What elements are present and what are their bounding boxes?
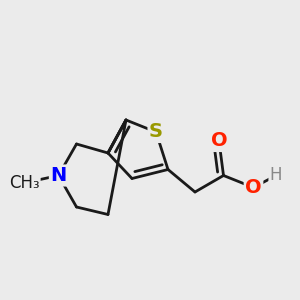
Text: CH₃: CH₃ bbox=[9, 174, 39, 192]
Text: O: O bbox=[211, 131, 227, 151]
Text: H: H bbox=[270, 167, 282, 184]
Text: O: O bbox=[245, 178, 262, 197]
Text: S: S bbox=[149, 122, 163, 142]
Text: N: N bbox=[50, 166, 67, 185]
